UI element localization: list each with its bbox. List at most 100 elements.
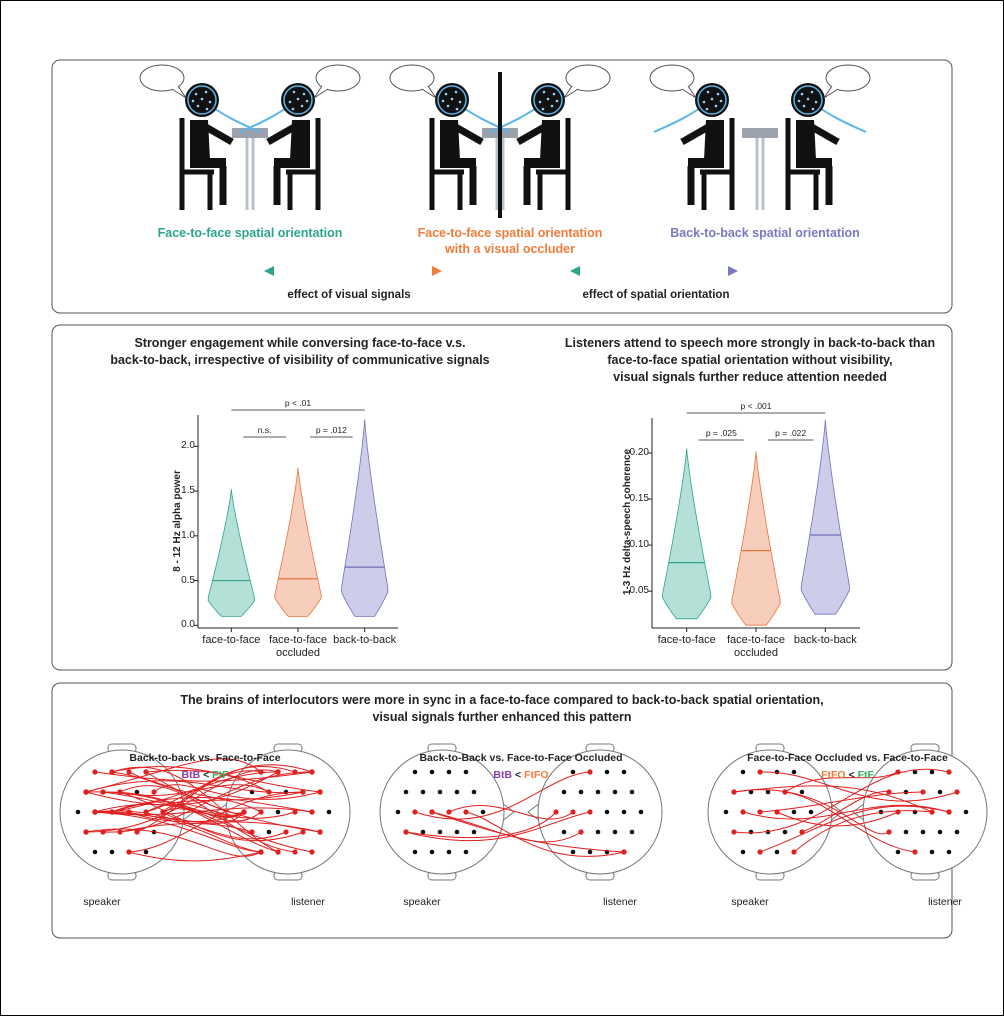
electrode [196,104,200,108]
comparison-title: Back-to-back vs. Face-to-Face [129,752,281,764]
sync-connection [94,771,313,782]
electrode [629,829,635,835]
sync-node [117,829,123,835]
sync-node [292,809,298,815]
chart-title: face-to-face spatial orientation without… [607,353,893,367]
electrode [963,809,969,815]
electrode [463,769,469,775]
person-icon [239,83,321,210]
arrow-head [728,266,738,276]
violin [207,489,256,617]
electrode [802,104,806,108]
sync-connection [128,791,304,853]
electrode [454,789,460,795]
electrode [446,104,450,108]
contrast-term: FtF [857,769,874,781]
sync-connection [128,811,321,833]
y-tick-label: 0.05 [629,585,649,597]
violin [800,419,850,615]
electrode [937,789,943,795]
contrast-term: < [848,769,855,781]
arm [680,122,712,146]
speech-bubble [565,64,611,92]
sync-node [912,849,918,855]
electrode [629,789,635,795]
electrode [714,104,718,108]
sync-node [109,809,115,815]
sync-node [249,829,255,835]
electrode [300,104,304,108]
electrode [92,849,98,855]
electrode [799,789,805,795]
sync-node [578,829,584,835]
sync-connection [414,771,591,820]
sync-node [929,809,935,815]
electrode [283,789,289,795]
electrode [811,107,815,111]
electrode [740,769,746,775]
electrode [705,107,709,111]
electrode [420,829,426,835]
violin [731,451,781,626]
contrast-term: BtB [493,769,513,781]
contrast-term: < [515,769,522,781]
sync-connection [94,811,245,824]
sync-node [587,769,593,775]
electrode [292,90,296,94]
panel-frame [51,324,953,671]
person-icon [429,83,511,210]
y-tick-label: 0.5 [181,574,195,586]
sync-connection [162,805,262,822]
electrode [791,769,797,775]
electrode [954,829,960,835]
y-tick-label: 0.10 [629,539,649,551]
electrode [143,849,149,855]
electrode [75,809,81,815]
x-tick-label: face-to-face occluded [268,634,328,660]
thigh [440,158,476,168]
effect-label: effect of visual signals [287,289,411,301]
sync-node [740,809,746,815]
electrode [929,849,935,855]
y-tick-label: 0.15 [629,493,649,505]
sync-node [134,829,140,835]
significance-label: n.s. [257,425,272,435]
electrode [587,849,593,855]
contrast-legend: BtB < FtF [145,769,265,782]
significance-label: p = .022 [775,428,807,438]
electrode [716,92,720,96]
electrode [455,107,459,111]
table-top [742,128,778,138]
electrode [561,789,567,795]
electrode [403,789,409,795]
head-ring [793,85,823,115]
contrast-term: FtF [212,769,229,781]
electrode [471,829,477,835]
sync-node [309,849,315,855]
electrode [765,789,771,795]
electrode [710,97,714,101]
x-tick-label: back-to-back [333,634,397,646]
electrode [542,90,546,94]
electrode [808,809,814,815]
table-top [232,128,268,138]
head-ring [187,85,217,115]
arrow-head [264,266,274,276]
person-icon [785,83,867,210]
speech-bubble [389,64,435,92]
electrode [194,92,198,96]
sync-node [954,789,960,795]
electrode [412,769,418,775]
x-tick-label: face-to-face [202,634,261,646]
electrode [200,97,204,101]
electrode [912,769,918,775]
sync-node [446,809,452,815]
y-tick-label: 1.0 [181,529,195,541]
head-outline [537,749,663,875]
sync-node [100,829,106,835]
sync-connection [405,811,591,842]
electrode [903,829,909,835]
electrode [208,100,212,104]
scene-label: Face-to-face spatial orientation [417,226,603,240]
